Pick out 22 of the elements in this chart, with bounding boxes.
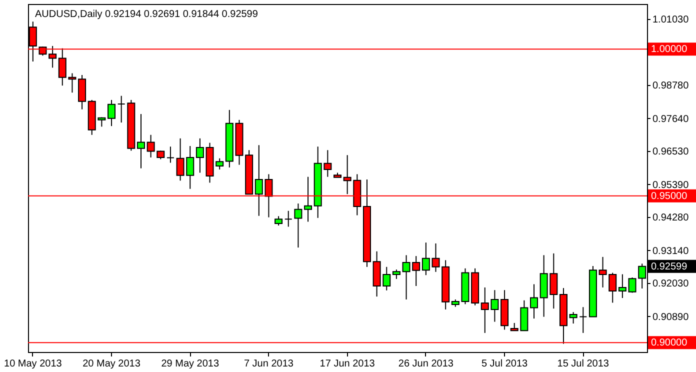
y-tick-label: 0.93140 bbox=[652, 246, 690, 257]
y-tick-label: 0.95390 bbox=[652, 180, 690, 191]
y-tick-label: 0.98780 bbox=[652, 80, 690, 92]
x-tick-label: 17 Jun 2013 bbox=[320, 358, 376, 370]
y-tick-label: 0.96530 bbox=[652, 146, 690, 158]
y-tick-label: 0.97640 bbox=[652, 114, 690, 125]
ref-line-label: 0.90000 bbox=[651, 338, 688, 349]
ref-line-label: 1.00000 bbox=[651, 44, 688, 56]
y-tick-label: 0.94280 bbox=[652, 212, 690, 224]
text: 0.92599 bbox=[651, 261, 688, 272]
ref-line-label: 0.95000 bbox=[651, 190, 688, 202]
x-tick-label: 15 Jul 2013 bbox=[557, 358, 610, 370]
x-tick-label: 5 Jul 2013 bbox=[481, 358, 528, 370]
x-tick-label: 20 May 2013 bbox=[82, 358, 141, 370]
x-tick-label: 29 May 2013 bbox=[161, 358, 220, 370]
y-tick-label: 0.92030 bbox=[652, 278, 690, 290]
y-tick-label: 0.90890 bbox=[652, 312, 690, 323]
x-tick-label: 10 May 2013 bbox=[4, 358, 62, 370]
text: AUDUSD,Daily 0.92194 0.92691 0.91844 0.92599 bbox=[35, 9, 258, 20]
y-tick-label: 1.01030 bbox=[652, 14, 690, 26]
x-tick-label: 7 Jun 2013 bbox=[244, 358, 294, 370]
x-tick-label: 26 Jun 2013 bbox=[398, 358, 454, 370]
